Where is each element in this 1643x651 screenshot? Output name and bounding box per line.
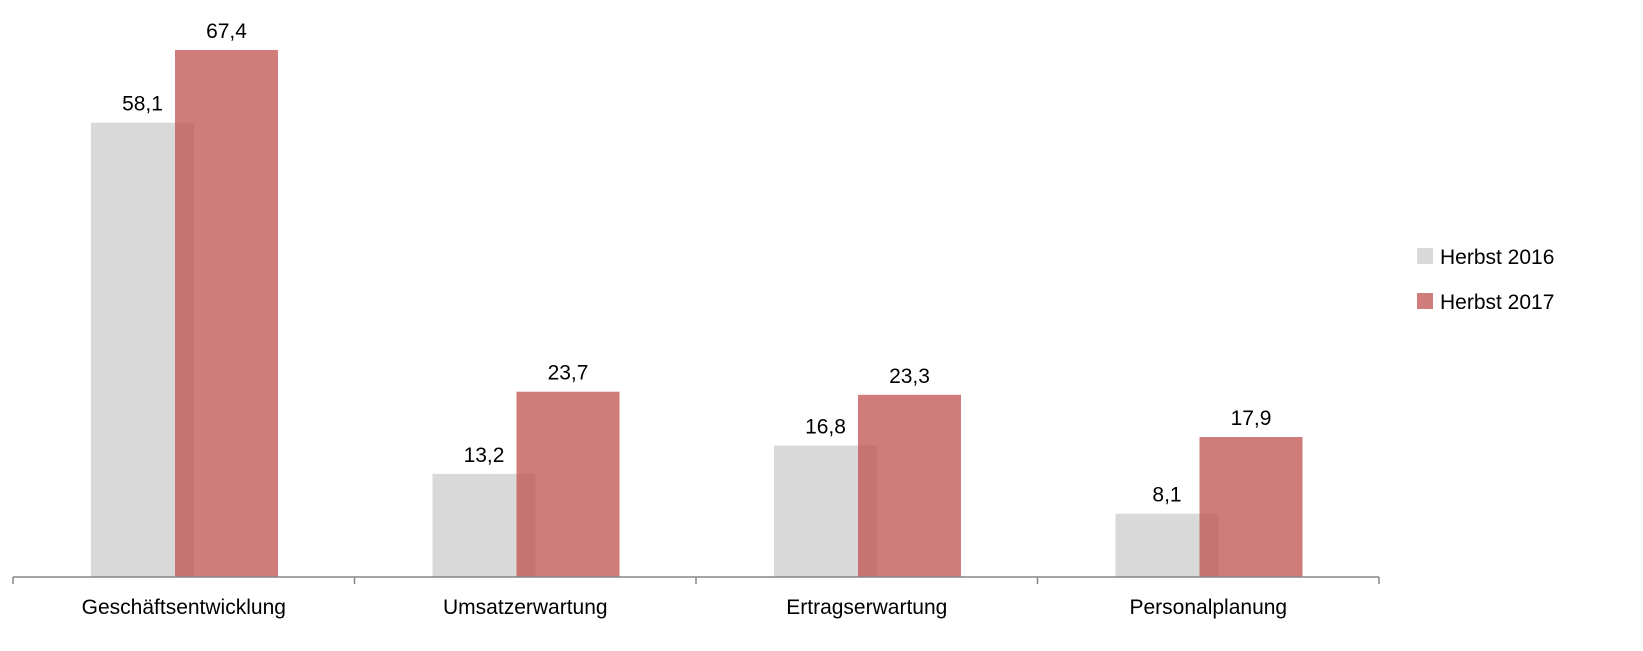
- bar-herbst-2017-1: [516, 391, 620, 577]
- legend-label-herbst-2017: Herbst 2017: [1440, 291, 1554, 314]
- category-label-0: Geschäftsentwicklung: [82, 596, 286, 619]
- data-label-herbst-2017-0: 67,4: [206, 20, 247, 43]
- category-label-3: Personalplanung: [1129, 596, 1287, 619]
- bars-layer: [91, 50, 1303, 577]
- legend-swatch-herbst-2016: [1417, 248, 1433, 264]
- legend: Herbst 2016 Herbst 2017: [1417, 246, 1554, 314]
- legend-label-herbst-2016: Herbst 2016: [1440, 246, 1554, 269]
- legend-swatch-herbst-2017: [1417, 293, 1433, 309]
- data-labels-layer: 58,1 13,2 16,8 8,1 67,4 23,7 23,3 17,9: [122, 20, 1271, 507]
- bar-herbst-2017-0: [175, 50, 278, 577]
- category-label-1: Umsatzerwartung: [443, 596, 608, 619]
- data-label-herbst-2016-3: 8,1: [1152, 484, 1181, 507]
- data-label-herbst-2016-1: 13,2: [464, 444, 505, 467]
- data-label-herbst-2017-1: 23,7: [548, 362, 589, 385]
- category-label-2: Ertragserwartung: [786, 596, 947, 619]
- data-label-herbst-2016-2: 16,8: [805, 416, 846, 439]
- data-label-herbst-2016-0: 58,1: [122, 93, 163, 116]
- bar-herbst-2017-3: [1199, 437, 1303, 577]
- category-labels: Geschäftsentwicklung Umsatzerwartung Ert…: [82, 596, 1287, 619]
- data-label-herbst-2017-2: 23,3: [889, 365, 930, 388]
- bar-herbst-2017-2: [858, 394, 961, 577]
- data-label-herbst-2017-3: 17,9: [1231, 407, 1272, 430]
- x-axis-ticks: [12, 577, 1380, 584]
